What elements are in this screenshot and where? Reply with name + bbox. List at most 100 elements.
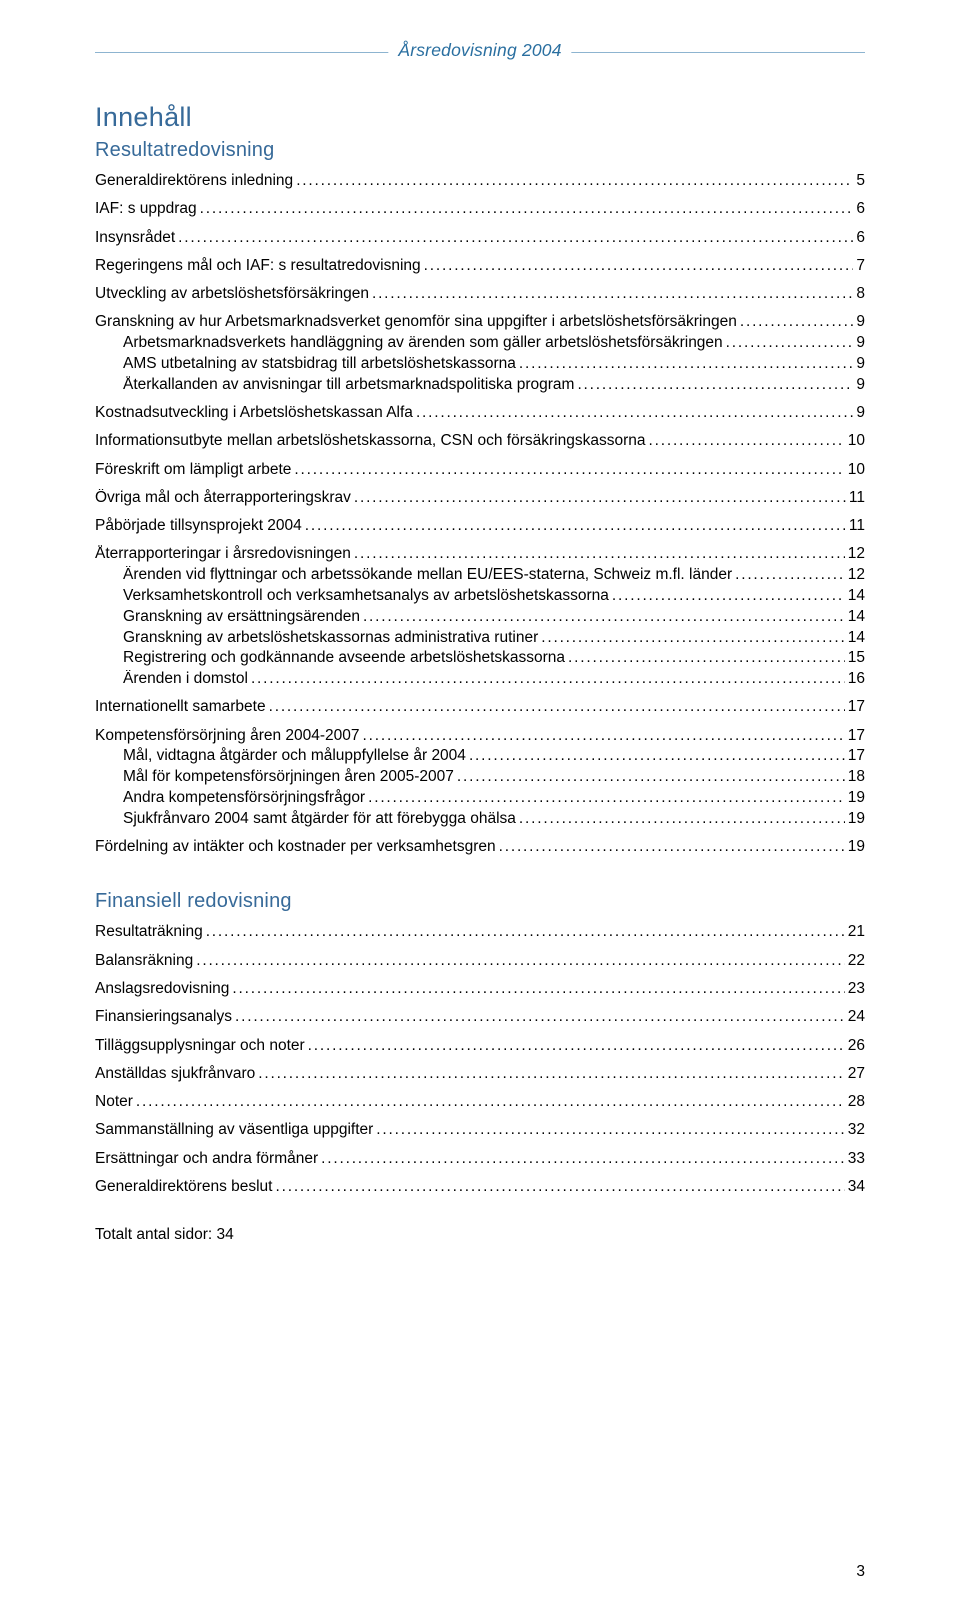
toc-leader-dots — [232, 983, 844, 999]
toc-entry-page: 14 — [848, 587, 865, 605]
toc-entry-page: 21 — [848, 923, 865, 941]
toc-entry-page: 12 — [848, 566, 865, 584]
toc-entry[interactable]: Utveckling av arbetslöshetsförsäkringen8 — [95, 285, 865, 303]
toc-leader-dots — [541, 631, 845, 647]
toc-entry[interactable]: AMS utbetalning av statsbidrag till arbe… — [95, 355, 865, 373]
toc-entry-page: 16 — [848, 670, 865, 688]
page-header: Årsredovisning 2004 — [95, 38, 865, 70]
toc-entry-label: Ärenden i domstol — [123, 670, 248, 688]
toc-entry-page: 26 — [848, 1037, 865, 1055]
header-title: Årsredovisning 2004 — [388, 40, 571, 61]
toc-entry[interactable]: Tilläggsupplysningar och noter 26 — [95, 1037, 865, 1055]
toc-entry[interactable]: Registrering och godkännande avseende ar… — [95, 649, 865, 667]
toc-entry[interactable]: Återrapporteringar i årsredovisningen12 — [95, 545, 865, 563]
toc-section-1: Generaldirektörens inledning 5 IAF: s uppd… — [95, 172, 865, 856]
toc-entry[interactable]: Generaldirektörens beslut34 — [95, 1178, 865, 1196]
toc-section-2: Resultaträkning 21 Balansräkning 22 Anslagsr… — [95, 923, 865, 1196]
toc-entry-page: 6 — [856, 200, 865, 218]
toc-entry-label: Återrapporteringar i årsredovisningen — [95, 545, 351, 563]
toc-entry-label: Generaldirektörens beslut — [95, 1178, 273, 1196]
toc-leader-dots — [363, 729, 845, 745]
toc-entry-page: 8 — [856, 285, 865, 303]
toc-entry-page: 17 — [848, 747, 865, 765]
toc-entry[interactable]: Påbörjade tillsynsprojekt 200411 — [95, 517, 865, 535]
totals-line: Totalt antal sidor: 34 — [95, 1226, 865, 1244]
toc-entry[interactable]: Verksamhetskontroll och verksamhetsanaly… — [95, 587, 865, 605]
toc-entry-page: 9 — [856, 404, 865, 422]
toc-entry-label: Fördelning av intäkter och kostnader per… — [95, 838, 496, 856]
toc-entry-label: Internationellt samarbete — [95, 698, 266, 716]
toc-entry[interactable]: Fördelning av intäkter och kostnader per… — [95, 838, 865, 856]
toc-entry-label: Övriga mål och återrapporteringskrav — [95, 489, 351, 507]
toc-entry[interactable]: Granskning av ersättningsärenden14 — [95, 608, 865, 626]
toc-entry[interactable]: Internationellt samarbete 17 — [95, 698, 865, 716]
toc-entry[interactable]: Balansräkning 22 — [95, 952, 865, 970]
toc-entry[interactable]: Kompetensförsörjning åren 2004-2007 17 — [95, 727, 865, 745]
toc-entry[interactable]: Regeringens mål och IAF: s resultatredov… — [95, 257, 865, 275]
toc-entry[interactable]: Anställdas sjukfrånvaro27 — [95, 1065, 865, 1083]
toc-entry-label: Sammanställning av väsentliga uppgifter — [95, 1121, 373, 1139]
toc-entry[interactable]: Ärenden i domstol 16 — [95, 670, 865, 688]
toc-entry[interactable]: Mål för kompetensförsörjningen åren 2005… — [95, 768, 865, 786]
toc-entry-label: Kostnadsutveckling i Arbetslöshetskassan… — [95, 404, 413, 422]
toc-entry-label: Registrering och godkännande avseende ar… — [123, 649, 565, 667]
toc-leader-dots — [206, 926, 845, 942]
toc-entry-page: 32 — [848, 1121, 865, 1139]
toc-entry[interactable]: Anslagsredovisning 23 — [95, 980, 865, 998]
toc-entry[interactable]: Finansieringsanalys24 — [95, 1008, 865, 1026]
toc-entry-page: 5 — [856, 172, 865, 190]
toc-entry[interactable]: Föreskrift om lämpligt arbete10 — [95, 461, 865, 479]
toc-entry[interactable]: Generaldirektörens inledning 5 — [95, 172, 865, 190]
toc-entry[interactable]: Granskning av arbetslöshetskassornas adm… — [95, 629, 865, 647]
toc-leader-dots — [726, 337, 854, 353]
toc-entry[interactable]: Andra kompetensförsörjningsfrågor19 — [95, 789, 865, 807]
toc-entry[interactable]: Sjukfrånvaro 2004 samt åtgärder för att … — [95, 810, 865, 828]
toc-leader-dots — [321, 1152, 845, 1168]
toc-entry-label: Generaldirektörens inledning — [95, 172, 293, 190]
toc-entry[interactable]: Ersättningar och andra förmåner 33 — [95, 1150, 865, 1168]
toc-entry-page: 33 — [848, 1150, 865, 1168]
toc-leader-dots — [296, 175, 853, 191]
toc-entry[interactable]: Resultaträkning 21 — [95, 923, 865, 941]
document-page: Årsredovisning 2004 Innehåll Resultatred… — [0, 0, 960, 1617]
toc-entry-label: Finansieringsanalys — [95, 1008, 232, 1026]
toc-entry[interactable]: Återkallanden av anvisningar till arbets… — [95, 376, 865, 394]
toc-entry-label: Föreskrift om lämpligt arbete — [95, 461, 291, 479]
toc-entry[interactable]: Mål, vidtagna åtgärder och måluppfyllels… — [95, 747, 865, 765]
toc-entry-page: 17 — [848, 698, 865, 716]
toc-entry[interactable]: Granskning av hur Arbetsmarknadsverket g… — [95, 313, 865, 331]
toc-leader-dots — [519, 813, 845, 829]
toc-entry[interactable]: Noter28 — [95, 1093, 865, 1111]
toc-entry[interactable]: Informationsutbyte mellan arbetslöshetsk… — [95, 432, 865, 450]
toc-leader-dots — [577, 379, 853, 395]
toc-entry-page: 15 — [848, 649, 865, 667]
toc-leader-dots — [649, 435, 845, 451]
toc-entry[interactable]: IAF: s uppdrag 6 — [95, 200, 865, 218]
toc-leader-dots — [258, 1068, 845, 1084]
toc-entry-page: 17 — [848, 727, 865, 745]
toc-entry-label: Balansräkning — [95, 952, 193, 970]
toc-entry-label: Informationsutbyte mellan arbetslöshetsk… — [95, 432, 646, 450]
toc-entry-label: Anslagsredovisning — [95, 980, 229, 998]
toc-entry[interactable]: Övriga mål och återrapporteringskrav11 — [95, 489, 865, 507]
toc-entry-label: Insynsrådet — [95, 229, 175, 247]
toc-entry-page: 22 — [848, 952, 865, 970]
toc-leader-dots — [519, 358, 854, 374]
toc-entry[interactable]: Arbetsmarknadsverkets handläggning av är… — [95, 334, 865, 352]
toc-entry-label: Tilläggsupplysningar och noter — [95, 1037, 305, 1055]
toc-entry-label: Ersättningar och andra förmåner — [95, 1150, 318, 1168]
toc-entry-label: Verksamhetskontroll och verksamhetsanaly… — [123, 587, 609, 605]
toc-entry-page: 19 — [848, 789, 865, 807]
toc-entry-page: 23 — [848, 980, 865, 998]
toc-entry-label: Resultaträkning — [95, 923, 203, 941]
toc-entry[interactable]: Kostnadsutveckling i Arbetslöshetskassan… — [95, 404, 865, 422]
toc-leader-dots — [235, 1011, 845, 1027]
toc-entry-label: IAF: s uppdrag — [95, 200, 197, 218]
toc-entry-label: Kompetensförsörjning åren 2004-2007 — [95, 727, 360, 745]
section-heading-2: Finansiell redovisning — [95, 890, 865, 913]
toc-entry[interactable]: Insynsrådet6 — [95, 229, 865, 247]
toc-entry[interactable]: Sammanställning av väsentliga uppgifter 3… — [95, 1121, 865, 1139]
toc-entry-label: Arbetsmarknadsverkets handläggning av är… — [123, 334, 723, 352]
toc-entry[interactable]: Ärenden vid flyttningar och arbetssökand… — [95, 566, 865, 584]
toc-entry-label: Granskning av ersättningsärenden — [123, 608, 360, 626]
